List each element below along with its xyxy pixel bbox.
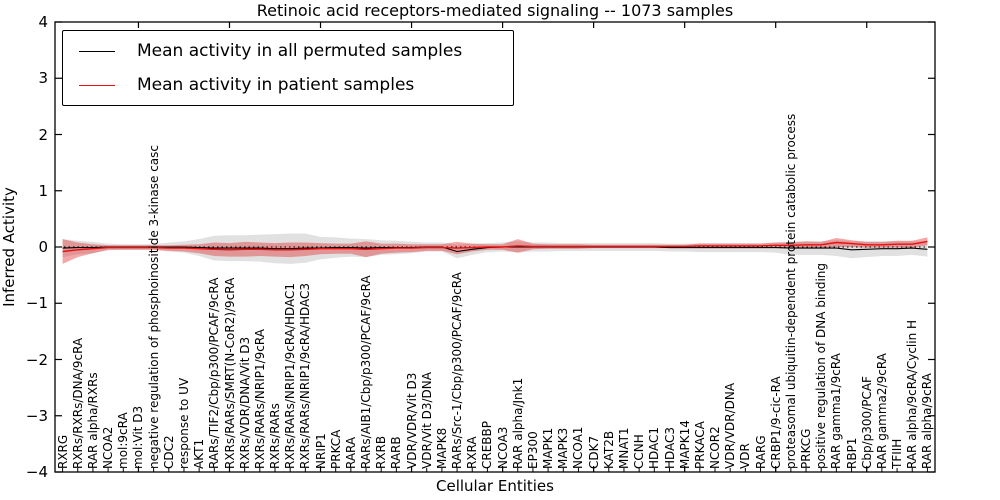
y-tick-label: 2 [38,125,48,144]
x-tick-label: RARB [389,436,404,469]
x-tick-label: proteasomal ubiquitin-dependent protein … [783,113,798,469]
x-tick-label: EP300 [525,431,540,469]
x-tick-label: RXRs/RARs [268,403,282,469]
x-tick-label: RAR gamma1/9cRA [829,353,844,469]
y-tick-label: −1 [25,294,48,313]
x-tick-label: RXRA [465,436,480,469]
x-tick-label: CDK7 [586,435,601,469]
x-tick-label: HDAC3 [662,426,677,469]
x-tick-label: PRKCA [328,429,343,469]
x-tick-label: RBP1 [844,437,859,469]
x-tick-label: positive regulation of DNA binding [814,263,829,469]
permuted-std-band [62,233,928,264]
legend-line-patient-icon [79,84,115,86]
x-tick-label: NCOA1 [571,426,586,469]
x-tick-label: VDR/VDR/DNA [723,382,738,469]
x-tick-label: RAR alpha/RXRs [85,372,100,469]
x-tick-label: MAPK14 [677,420,692,469]
x-tick-label: RAR alpha/Jnk1 [510,377,525,469]
patient-std-band [62,237,928,264]
y-tick-label: −4 [25,463,48,481]
x-tick-label: RXRs/RARs/SMRT(N-CoR2)/9cRA [222,277,237,469]
x-tick-label: CRBP1/9-cic-RA [768,376,783,469]
legend-entry-permuted: Mean activity in all permuted samples [63,37,513,65]
patient-mean-line [62,240,928,253]
x-tick-label: mol:Vit D3 [131,405,146,469]
x-tick-label: RARs/AIB1/Cbp/p300/PCAF/9cRA [359,275,373,469]
x-tick-label: CDC2 [161,435,176,469]
legend-label-permuted: Mean activity in all permuted samples [137,41,463,61]
x-tick-label: RARA [343,436,358,469]
x-tick-label: NCOR2 [708,426,722,469]
y-tick-label: −3 [25,406,48,425]
y-tick-label: 3 [38,69,48,88]
x-tick-label: MAPK1 [541,427,556,469]
x-tick-label: RXRs/RARs/NRIP1/9cRA/HDAC3 [298,282,313,469]
x-tick-label: TFIIH [890,438,905,469]
x-tick-label: NCOA3 [495,426,510,469]
legend-line-permuted-icon [79,50,115,52]
x-tick-label: RXRG [55,434,70,469]
x-tick-label: PRKACA [692,421,707,469]
x-tick-label: RXRs/RARs/NRIP1/9cRA/HDAC1 [283,282,298,469]
legend-label-patient: Mean activity in patient samples [137,75,415,95]
x-tick-label: AKT1 [192,438,207,469]
x-tick-label: MNAT1 [617,427,631,469]
x-tick-label: RARs/Src-1/Cbp/p300/PCAF/9cRA [450,272,465,469]
x-tick-label: VDR/Vit D3/DNA [419,372,434,469]
x-tick-label: VDR/VDR/Vit D3 [404,372,419,469]
y-tick-label: 0 [38,238,48,256]
x-tick-label: RAR gamma2/9cRA [874,353,889,469]
x-tick-label: RXRs/RARs/NRIP1/9cRA [252,329,267,469]
x-tick-label: MAPK3 [556,427,571,469]
chart-title: Retinoic acid receptors-mediated signali… [256,1,734,20]
y-tick-label: −2 [25,350,48,369]
x-tick-label: NCOA2 [101,426,116,469]
legend: Mean activity in all permuted samples Me… [62,30,514,106]
x-tick-label: Cbp/p300/PCAF [859,376,874,469]
x-tick-label: KAT2B [601,430,616,469]
x-tick-label: MAPK8 [434,427,449,469]
x-axis-label: Cellular Entities [436,477,554,495]
x-tick-label: response to UV [177,377,191,469]
x-tick-label: RXRs/VDR/DNA/Vit D3 [237,336,252,469]
x-tick-label: mol:9cRA [116,412,131,469]
y-tick-label: 4 [38,13,48,31]
x-tick-label: VDR [738,443,753,469]
x-tick-label: HDAC1 [647,426,662,469]
x-tick-label: CREBBP [480,421,495,469]
x-tick-label: NRIP1 [313,433,328,469]
y-tick-label: 1 [38,181,48,200]
x-tick-label: RAR alpha/9cRA [920,373,935,469]
x-tick-label: PRKCG [799,428,813,469]
x-tick-label: RARG [753,435,768,469]
x-tick-label: negative regulation of phosphoinositide … [146,145,161,469]
x-tick-label: RXRs/RXRs/DNA/9cRA [70,337,85,469]
x-tick-label: CCNH [632,434,647,469]
x-tick-label: RXRB [374,435,389,469]
legend-entry-patient: Mean activity in patient samples [63,71,513,99]
x-tick-label: RAR alpha/9cRA/Cyclin H [905,319,920,469]
x-tick-label: RARs/TIF2/Cbp/p300/PCAF/9cRA [207,277,222,469]
